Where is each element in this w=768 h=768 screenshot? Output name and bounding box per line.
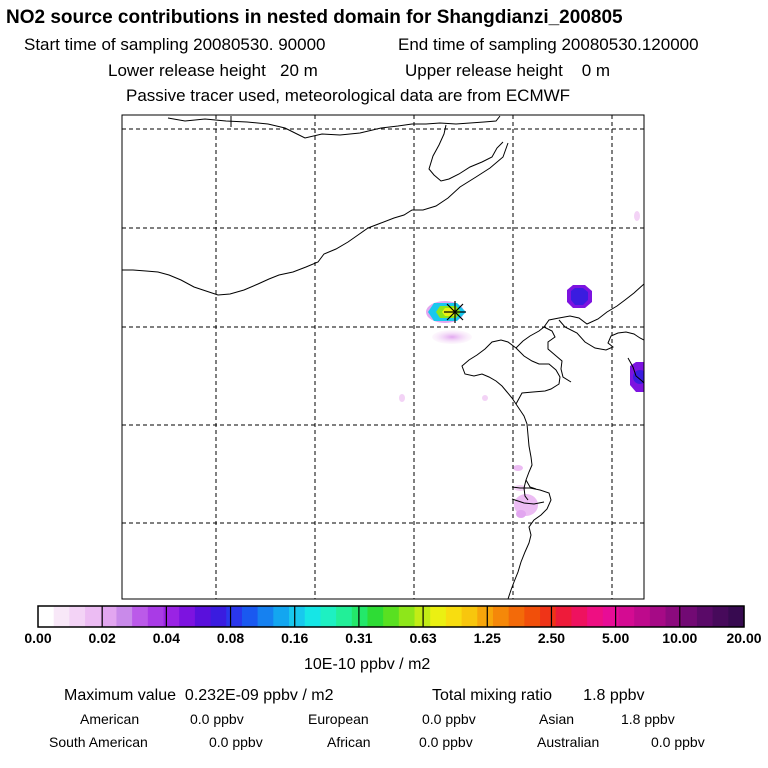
colorbar-cell bbox=[320, 606, 337, 627]
colorbar-tick-label: 1.25 bbox=[473, 630, 501, 646]
region-name-asian: Asian bbox=[539, 711, 575, 727]
colorbar-cell bbox=[273, 606, 290, 627]
colorbar-cell bbox=[257, 606, 274, 627]
colorbar-tick-label: 2.50 bbox=[537, 630, 566, 646]
region-name-european: European bbox=[308, 711, 369, 727]
colorbar-tick-label: 20.00 bbox=[726, 630, 762, 646]
lower-height-label: Lower release height 20 m bbox=[108, 61, 318, 80]
colorbar-tick-label: 0.63 bbox=[409, 630, 437, 646]
colorbar-cell bbox=[571, 606, 588, 627]
colorbar-tick-label: 0.04 bbox=[152, 630, 180, 646]
colorbar-cell bbox=[634, 606, 651, 627]
total-mixing-label: Total mixing ratio 1.8 ppbv bbox=[432, 687, 645, 704]
region-name-australian: Australian bbox=[537, 734, 600, 750]
colorbar-cell bbox=[383, 606, 400, 627]
colorbar-cell bbox=[163, 606, 180, 627]
colorbar-cell bbox=[492, 606, 510, 627]
colorbar-cell bbox=[116, 606, 133, 627]
colorbar-cell bbox=[665, 606, 682, 627]
end-time-label: End time of sampling 20080530.120000 bbox=[398, 35, 699, 54]
colorbar-tick-label: 0.31 bbox=[345, 630, 373, 646]
colorbar-cell bbox=[618, 606, 635, 627]
colorbar-cell bbox=[100, 606, 118, 627]
colorbar-tick-label: 5.00 bbox=[602, 630, 630, 646]
region-name-american: American bbox=[80, 711, 140, 727]
colorbar bbox=[37, 605, 745, 628]
receptor-asterisk-marker bbox=[444, 301, 466, 323]
colorbar-cell bbox=[147, 606, 165, 627]
start-time-label: Start time of sampling 20080530. 90000 bbox=[24, 35, 326, 54]
colorbar-cell bbox=[477, 606, 494, 627]
colorbar-cell bbox=[351, 606, 369, 627]
colorbar-cell bbox=[461, 606, 478, 627]
colorbar-cell bbox=[587, 606, 604, 627]
colorbar-cell bbox=[85, 606, 102, 627]
colorbar-cell bbox=[289, 606, 306, 627]
colorbar-cell bbox=[649, 606, 667, 627]
colorbar-cell bbox=[398, 606, 416, 627]
colorbar-cell bbox=[132, 606, 149, 627]
colorbar-cell bbox=[226, 606, 243, 627]
colorbar-cell bbox=[241, 606, 259, 627]
colorbar-cell bbox=[38, 606, 55, 627]
colorbar-tick-label: 10.00 bbox=[662, 630, 698, 646]
colorbar-cell bbox=[179, 606, 196, 627]
tracer-note: Passive tracer used, meteorological data… bbox=[126, 86, 571, 105]
colorbar-cell bbox=[367, 606, 384, 627]
colorbar-cell bbox=[69, 606, 86, 627]
colorbar-cell bbox=[508, 606, 525, 627]
coastlines bbox=[122, 115, 644, 599]
colorbar-cell bbox=[728, 606, 745, 627]
region-name-south-american: South American bbox=[49, 734, 148, 750]
region-value-american: 0.0 ppbv bbox=[190, 711, 244, 727]
map-frame bbox=[121, 114, 645, 600]
colorbar-cell bbox=[304, 606, 321, 627]
maximum-value-label: Maximum value 0.232E-09 ppbv / m2 bbox=[64, 687, 334, 704]
colorbar-cell bbox=[445, 606, 463, 627]
region-value-european: 0.0 ppbv bbox=[422, 711, 476, 727]
colorbar-tick-label: 0.08 bbox=[216, 630, 245, 646]
colorbar-tick-label: 0.00 bbox=[24, 630, 52, 646]
colorbar-cell bbox=[696, 606, 714, 627]
colorbar-tick-label: 0.16 bbox=[281, 630, 309, 646]
colorbar-cell bbox=[712, 606, 729, 627]
colorbar-cell bbox=[336, 606, 353, 627]
colorbar-cell bbox=[194, 606, 212, 627]
plot-title: NO2 source contributions in nested domai… bbox=[6, 7, 623, 28]
colorbar-units: 10E-10 ppbv / m2 bbox=[304, 656, 431, 673]
colorbar-cell bbox=[430, 606, 447, 627]
colorbar-cell bbox=[540, 606, 557, 627]
colorbar-cell bbox=[524, 606, 541, 627]
colorbar-tick-label: 0.02 bbox=[88, 630, 116, 646]
upper-height-label: Upper release height 0 m bbox=[405, 61, 611, 80]
region-value-african: 0.0 ppbv bbox=[419, 734, 473, 750]
colorbar-cell bbox=[210, 606, 227, 627]
colorbar-cell bbox=[681, 606, 698, 627]
grid-lines bbox=[122, 115, 644, 599]
colorbar-cell bbox=[555, 606, 573, 627]
region-name-african: African bbox=[327, 734, 371, 750]
region-value-south-american: 0.0 ppbv bbox=[209, 734, 263, 750]
colorbar-cell bbox=[602, 606, 620, 627]
region-value-australian: 0.0 ppbv bbox=[651, 734, 705, 750]
region-value-asian: 1.8 ppbv bbox=[621, 711, 675, 727]
colorbar-cell bbox=[53, 606, 70, 627]
